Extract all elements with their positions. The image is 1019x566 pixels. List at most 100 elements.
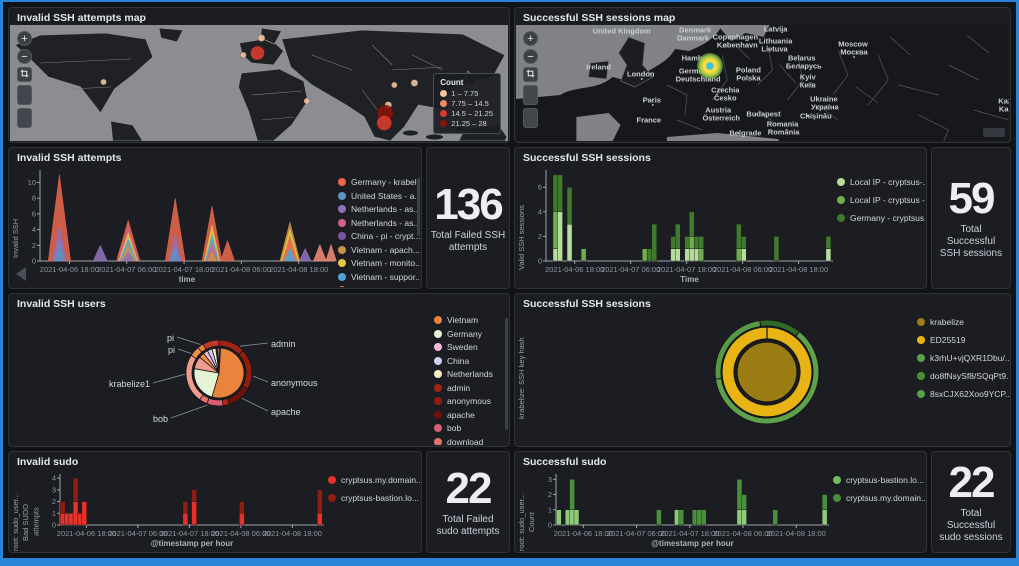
legend-item[interactable]: anonymous — [434, 396, 508, 406]
legend-item[interactable]: Sweden — [434, 342, 508, 352]
bar-segment[interactable] — [684, 236, 691, 249]
pie-slice[interactable] — [216, 347, 220, 374]
legend-item[interactable]: Vietnam - test - ... — [338, 285, 420, 287]
bar-segment[interactable] — [552, 248, 559, 262]
bar-segment[interactable] — [678, 509, 685, 526]
bar-segment[interactable] — [773, 236, 780, 262]
bar-segment[interactable] — [675, 223, 681, 249]
pie-ring-segment[interactable] — [202, 339, 220, 350]
bar-segment[interactable] — [581, 248, 587, 262]
bar-segment[interactable] — [737, 479, 743, 510]
legend-scrollbar[interactable] — [505, 318, 508, 430]
bar-segment[interactable] — [698, 248, 705, 262]
map-tool-button-1[interactable] — [17, 85, 32, 105]
world-map[interactable]: + − Count 1 – 7.75 7.75 – 14.5 14.5 – 21.2… — [10, 25, 508, 141]
bar-segment[interactable] — [77, 513, 83, 526]
legend-item[interactable]: United States - a... — [338, 191, 420, 201]
zoom-in-button[interactable]: + — [523, 31, 538, 46]
bar-segment[interactable] — [73, 477, 79, 502]
map-tool-button-1[interactable] — [523, 85, 538, 105]
bar-segment[interactable] — [656, 509, 662, 526]
bar-segment[interactable] — [684, 248, 691, 262]
area-peak[interactable] — [220, 239, 236, 262]
legend-item[interactable]: apache — [434, 410, 508, 420]
legend-item[interactable]: Vietnam - suppor... — [338, 272, 420, 282]
legend-item[interactable]: China — [434, 356, 508, 366]
bar-segment[interactable] — [741, 236, 747, 249]
bar-segment[interactable] — [556, 509, 562, 526]
legend-item[interactable]: k3rhU+vjQXR1Dbu/... — [917, 353, 1009, 363]
invalid-sudo-bar-chart[interactable]: 0 1 2 3 4 2021-04-06 18:00 2021-04-07 06:00 202… — [42, 469, 328, 551]
map-dot[interactable] — [257, 34, 266, 42]
bar-segment[interactable] — [689, 248, 695, 262]
crop-tool-button[interactable] — [17, 67, 32, 82]
area-peak[interactable] — [284, 247, 296, 262]
invalid-ssh-area-chart[interactable]: 0 2 4 6 8 10 2021-04-06 18:00 2021-04-07 06:00 2… — [22, 165, 338, 287]
invalid-users-pie-chart[interactable]: admin anonymous apache bob krabelize1 pi pi — [10, 311, 434, 445]
zoom-out-button[interactable]: − — [523, 49, 538, 64]
bar-segment[interactable] — [825, 236, 832, 249]
bar-segment[interactable] — [670, 248, 676, 262]
bar-segment[interactable] — [317, 513, 323, 526]
bar-segment[interactable] — [692, 509, 698, 526]
map-dot[interactable] — [410, 79, 419, 87]
bar-segment[interactable] — [694, 248, 700, 262]
legend-scrollbar[interactable] — [417, 178, 420, 236]
map-dot[interactable] — [240, 51, 247, 59]
pie-slice[interactable] — [211, 347, 245, 399]
bar-segment[interactable] — [670, 236, 676, 249]
area-peak[interactable] — [170, 246, 181, 262]
legend-item[interactable]: do8fNsySf8/SQqPt9... — [917, 371, 1009, 381]
europe-map[interactable]: United Kingdom Denmark Danmark Copenhagen Kø… — [516, 25, 1009, 141]
bar-segment[interactable] — [566, 187, 573, 225]
area-peak[interactable] — [207, 251, 218, 262]
map-attribution[interactable] — [983, 128, 1005, 137]
crop-tool-button[interactable] — [523, 67, 538, 82]
bar-segment[interactable] — [741, 509, 748, 526]
legend-item[interactable]: cryptsus-bastion.lo... — [328, 493, 420, 503]
legend-item[interactable]: cryptsus-bastion.lo... — [833, 475, 925, 485]
legend-item[interactable]: Vietnam - apach... — [338, 245, 420, 255]
legend-item[interactable]: China - pi - crypt... — [338, 231, 420, 241]
area-peak[interactable] — [92, 244, 108, 262]
legend-item[interactable]: cryptsus.my.domain... — [328, 475, 420, 485]
bar-segment[interactable] — [651, 223, 658, 262]
zoom-in-button[interactable]: + — [17, 31, 32, 46]
bar-segment[interactable] — [647, 248, 653, 262]
valid-sudo-bar-chart[interactable]: 0 1 2 3 2021-04-06 18:00 2021-04-07 06:00 2021… — [538, 469, 833, 551]
bar-segment[interactable] — [642, 248, 648, 262]
bar-segment[interactable] — [822, 509, 828, 526]
map-dot[interactable] — [250, 45, 265, 61]
bar-segment[interactable] — [698, 236, 705, 249]
legend-item[interactable]: download — [434, 437, 508, 445]
map-dot[interactable] — [376, 115, 393, 131]
bar-segment[interactable] — [772, 509, 779, 526]
bar-segment[interactable] — [675, 248, 681, 262]
map-dot[interactable] — [303, 97, 311, 105]
bar-segment[interactable] — [64, 513, 70, 526]
bar-segment[interactable] — [183, 501, 189, 514]
bar-segment[interactable] — [183, 513, 189, 526]
bar-segment[interactable] — [825, 248, 832, 262]
legend-item[interactable]: Local IP - cryptsus -... — [837, 195, 925, 205]
legend-item[interactable]: Netherlands - as... — [338, 204, 420, 214]
bar-segment[interactable] — [701, 509, 707, 526]
bar-segment[interactable] — [741, 494, 748, 510]
map-dot[interactable] — [100, 78, 107, 86]
map-dot[interactable] — [390, 81, 398, 89]
bar-segment[interactable] — [239, 501, 245, 514]
area-peak[interactable] — [325, 243, 337, 262]
area-peak[interactable] — [313, 243, 327, 262]
legend-item[interactable]: Netherlands — [434, 369, 508, 379]
area-peak[interactable] — [121, 251, 135, 262]
ring-segment[interactable] — [714, 319, 762, 380]
legend-item[interactable]: Germany - krabel... — [338, 177, 420, 187]
legend-item[interactable]: Germany - cryptsus... — [837, 213, 925, 223]
bar-segment[interactable] — [737, 509, 743, 526]
ring-gold[interactable] — [721, 326, 813, 418]
bar-segment[interactable] — [741, 248, 747, 262]
bar-segment[interactable] — [557, 211, 563, 262]
bar-segment[interactable] — [60, 501, 66, 514]
legend-item[interactable]: Vietnam - monito... — [338, 258, 420, 268]
legend-item[interactable]: bob — [434, 423, 508, 433]
